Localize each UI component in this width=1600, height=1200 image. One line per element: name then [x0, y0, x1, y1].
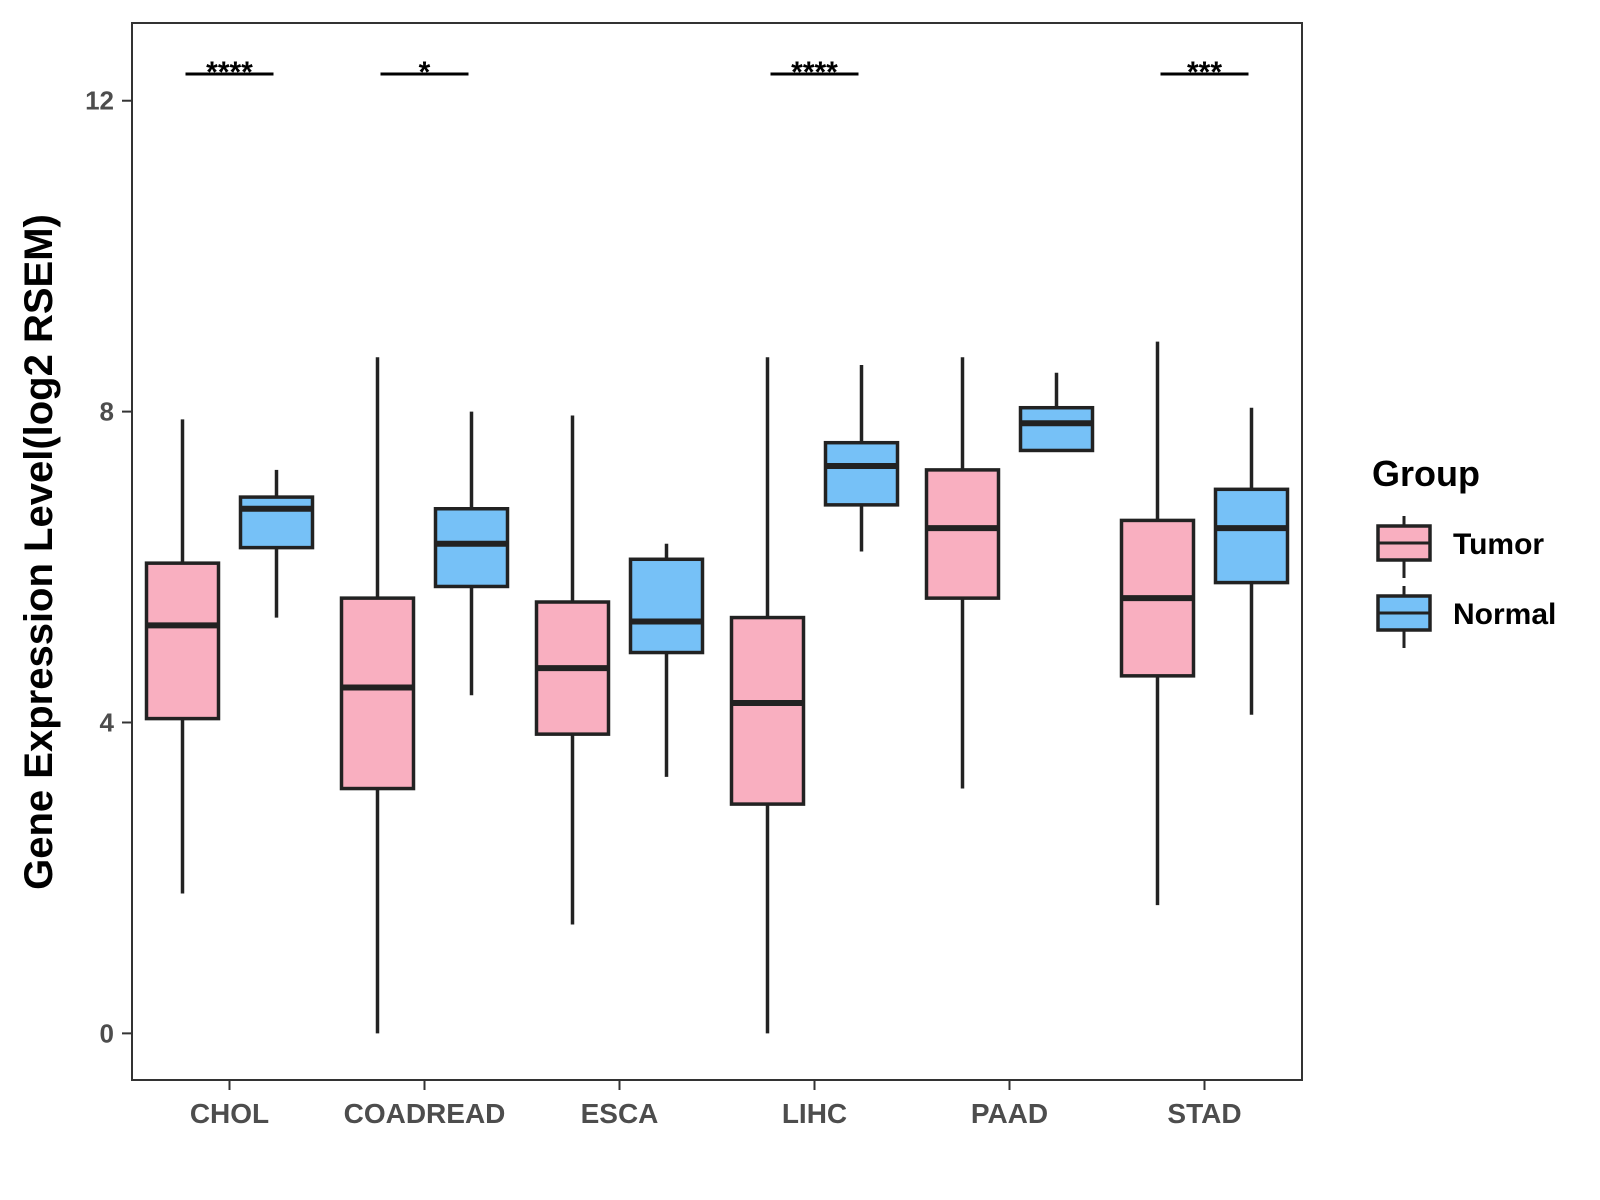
y-tick-label: 4 — [100, 707, 115, 737]
normal-box — [433, 507, 510, 589]
tumor-box — [144, 561, 221, 721]
plot-area: **** * **** *** — [144, 56, 1290, 1034]
x-tick-label: LIHC — [782, 1098, 847, 1129]
significance-label: **** — [791, 56, 838, 89]
significance-label: **** — [206, 56, 253, 89]
axes: 0 4 8 12 CHOL COADREAD ESCA LIHC PAAD STAD — [85, 22, 1303, 1129]
tumor-box — [924, 468, 1001, 600]
y-tick-label: 8 — [100, 397, 114, 427]
tumor-box — [729, 615, 806, 806]
legend-label-tumor: Tumor — [1453, 528, 1544, 561]
x-tick-label: ESCA — [581, 1098, 659, 1129]
x-tick-label: STAD — [1167, 1098, 1241, 1129]
legend-title: Group — [1372, 453, 1480, 494]
normal-box — [1018, 405, 1095, 453]
significance-label: * — [419, 56, 431, 89]
normal-box — [1213, 487, 1290, 585]
x-tick-label: PAAD — [971, 1098, 1048, 1129]
x-tick-label: CHOL — [190, 1098, 269, 1129]
tumor-box — [339, 596, 416, 791]
legend-label-normal: Normal — [1453, 598, 1556, 631]
y-axis-title: Gene Expression Level(log2 RSEM) — [17, 214, 61, 890]
significance-label: *** — [1187, 56, 1222, 89]
legend: Group Tumor Normal — [1372, 453, 1556, 648]
y-tick-label: 12 — [85, 86, 114, 116]
x-tick-label: COADREAD — [344, 1098, 506, 1129]
normal-box — [238, 495, 315, 550]
y-tick-label: 0 — [100, 1018, 114, 1048]
plot-panel-border — [131, 22, 1303, 1081]
normal-box — [628, 557, 705, 655]
normal-box — [823, 440, 900, 507]
